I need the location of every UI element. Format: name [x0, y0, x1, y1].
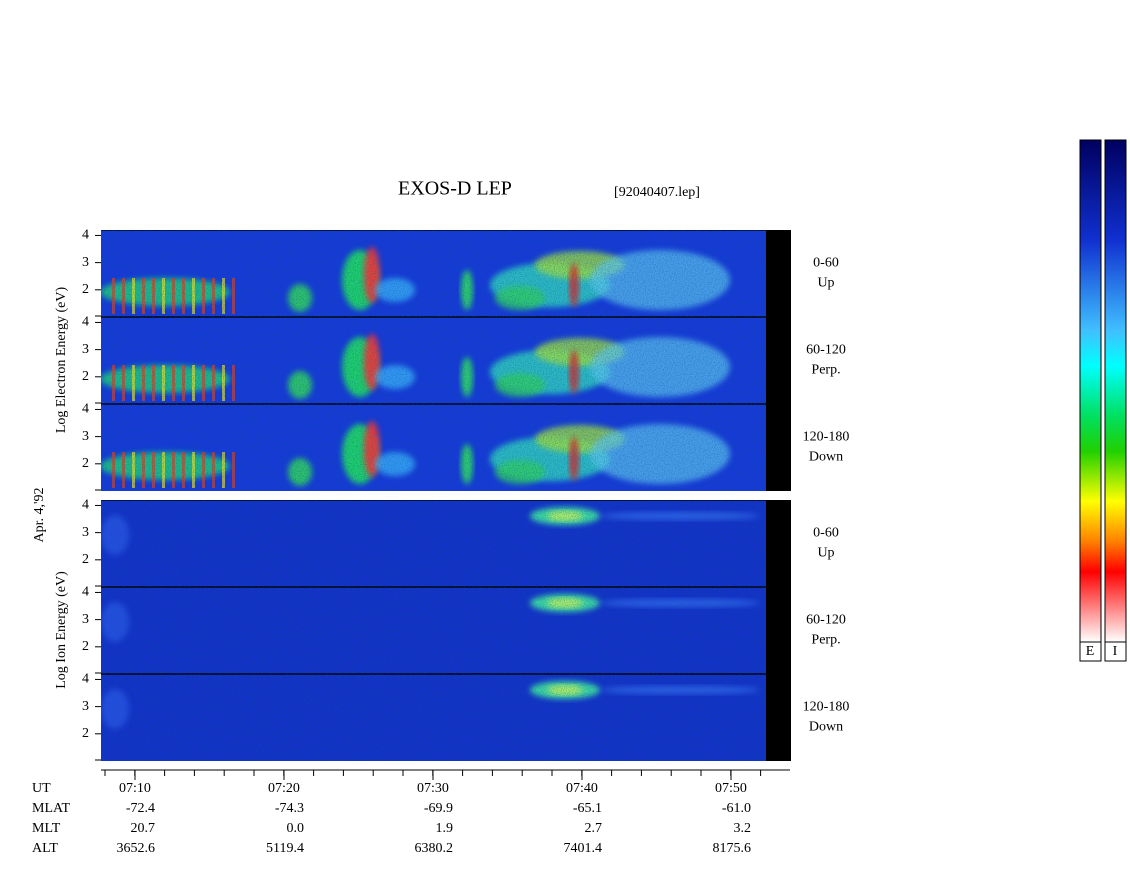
- colorbar-label: E: [1086, 644, 1095, 659]
- time-label: 07:40: [566, 781, 598, 796]
- time-label: 07:50: [715, 781, 747, 796]
- orbit-value: 8175.6: [713, 841, 752, 856]
- orbit-value: 7401.4: [564, 841, 603, 856]
- noise: [101, 500, 766, 761]
- side-label: 60-120: [806, 343, 846, 358]
- y-tick-label: 3: [82, 612, 89, 627]
- y-tick-label: 3: [82, 342, 89, 357]
- row-label: UT: [32, 781, 51, 796]
- row-label: MLAT: [32, 801, 71, 816]
- time-label: 07:10: [119, 781, 151, 796]
- orbit-value: 1.9: [436, 821, 454, 836]
- colorbar-label: I: [1113, 644, 1118, 659]
- side-label: 120-180: [803, 700, 850, 715]
- time-label: 07:20: [268, 781, 300, 796]
- y-tick-label: 4: [82, 672, 89, 687]
- y-tick-label: 4: [82, 585, 89, 600]
- orbit-value: -69.9: [424, 801, 453, 816]
- side-label: 0-60: [813, 526, 839, 541]
- y-tick-label: 4: [82, 498, 89, 513]
- orbit-value: 5119.4: [266, 841, 304, 856]
- no-data: [766, 500, 791, 761]
- file-name: [92040407.lep]: [614, 185, 700, 200]
- y-tick-label: 4: [82, 402, 89, 417]
- electron-axis-label: Log Electron Energy (eV): [54, 287, 69, 434]
- orbit-value: 3652.6: [117, 841, 156, 856]
- ion-axis-label: Log Ion Energy (eV): [54, 571, 69, 689]
- orbit-value: 3.2: [734, 821, 752, 836]
- noise: [101, 230, 766, 491]
- y-tick-label: 4: [82, 228, 89, 243]
- side-label: Up: [817, 276, 834, 291]
- orbit-value: -61.0: [722, 801, 751, 816]
- side-label: Down: [809, 450, 843, 465]
- side-label: Up: [817, 546, 834, 561]
- side-label: Perp.: [811, 363, 840, 378]
- orbit-value: 6380.2: [415, 841, 454, 856]
- colorbar-label-box: [1079, 641, 1102, 662]
- side-label: 120-180: [803, 430, 850, 445]
- ion-spectrogram: [101, 500, 766, 761]
- side-label: Perp.: [811, 633, 840, 648]
- electron-spectrogram: [101, 230, 766, 491]
- date-label: Apr. 4,'92: [32, 487, 47, 542]
- side-label: 60-120: [806, 613, 846, 628]
- y-tick-label: 3: [82, 525, 89, 540]
- y-tick-label: 3: [82, 429, 89, 444]
- colorbar: [1104, 139, 1127, 643]
- y-tick-label: 3: [82, 699, 89, 714]
- colorbar-label-box: [1104, 641, 1127, 662]
- y-tick-label: 2: [82, 369, 89, 384]
- orbit-value: 0.0: [287, 821, 305, 836]
- y-tick-label: 4: [82, 315, 89, 330]
- orbit-value: 20.7: [131, 821, 156, 836]
- y-tick-label: 2: [82, 726, 89, 741]
- y-tick-label: 2: [82, 282, 89, 297]
- no-data: [766, 230, 791, 491]
- orbit-value: -72.4: [126, 801, 155, 816]
- y-tick-label: 2: [82, 552, 89, 567]
- spectrogram-layer: [101, 230, 791, 761]
- y-tick-label: 2: [82, 456, 89, 471]
- side-label: Down: [809, 720, 843, 735]
- time-label: 07:30: [417, 781, 449, 796]
- orbit-value: -65.1: [573, 801, 602, 816]
- row-label: MLT: [32, 821, 61, 836]
- orbit-value: 2.7: [585, 821, 603, 836]
- y-tick-label: 2: [82, 639, 89, 654]
- row-label: ALT: [32, 841, 58, 856]
- colorbar: [1079, 139, 1102, 643]
- side-label: 0-60: [813, 256, 839, 271]
- axes-layer: 2 3 4 0-60 Up 2 3 4 60-120 Perp. 2 3 4 120-180 Down 2 3 4…: [32, 228, 849, 857]
- title: EXOS-D LEP: [398, 178, 512, 200]
- y-tick-label: 3: [82, 255, 89, 270]
- orbit-value: -74.3: [275, 801, 304, 816]
